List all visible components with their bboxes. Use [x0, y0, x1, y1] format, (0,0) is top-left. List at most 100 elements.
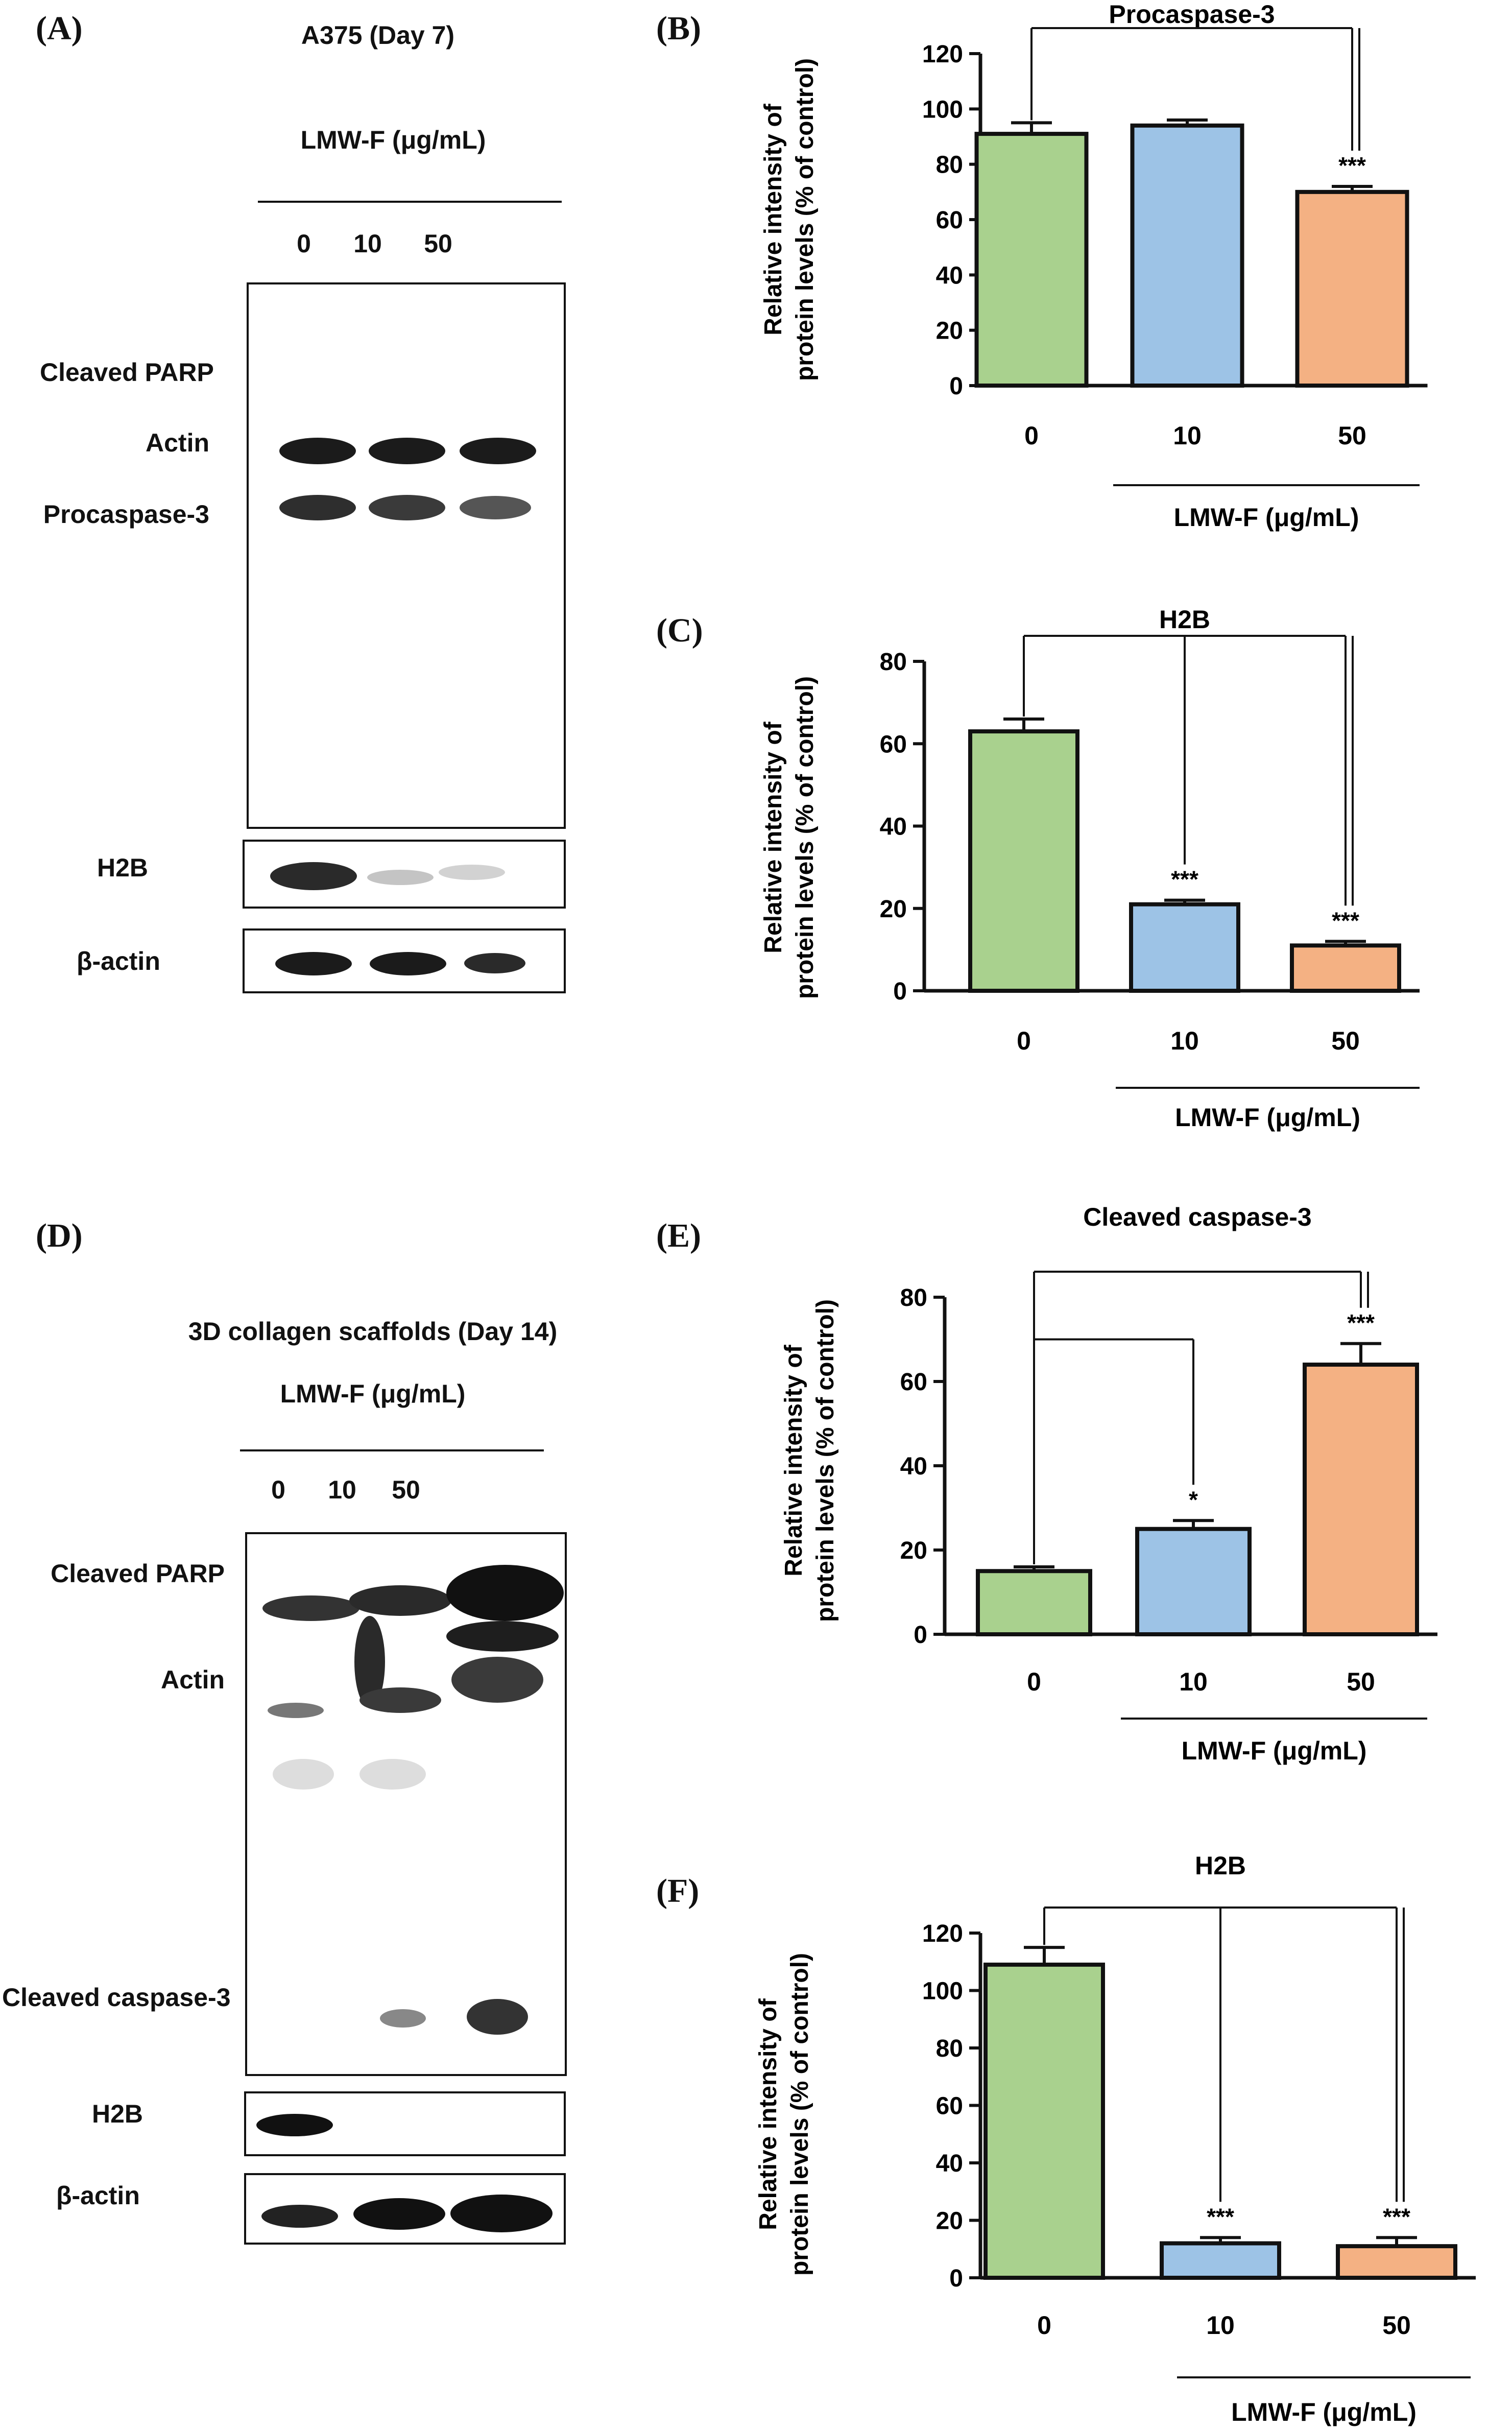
- blot-band: [460, 438, 536, 464]
- bar: [1130, 123, 1244, 388]
- panel-d-band-cleaved-parp: Cleaved PARP: [51, 1559, 225, 1588]
- panel-a-treatment-line: [258, 201, 562, 203]
- y-axis-label-line: Relative intensity of: [755, 1998, 782, 2230]
- chart-title: H2B: [1195, 1851, 1246, 1880]
- y-axis-label-line: Relative intensity of: [760, 721, 787, 953]
- x-tick-label: 10: [1206, 2311, 1235, 2340]
- significance-marker: ***: [1207, 2203, 1234, 2230]
- panel-d-band-actin: Actin: [161, 1665, 225, 1694]
- x-tick-label: 10: [1170, 1027, 1199, 1055]
- x-axis-label: LMW-F (μg/mL): [1231, 2398, 1417, 2426]
- panel-a-band-cleaved-parp: Cleaved PARP: [40, 358, 214, 387]
- blot-band: [467, 1999, 528, 2035]
- y-tick-label: 40: [900, 1453, 927, 1480]
- chart-procaspase-3: Procaspase-3 Relative intensity of protein…: [760, 0, 1428, 532]
- panel-a-lane-10: 10: [353, 229, 382, 258]
- blot-band: [460, 496, 531, 519]
- chart-h2b-a375: H2B Relative intensity of protein levels (…: [760, 605, 1420, 1132]
- bar: [983, 1962, 1105, 2280]
- y-tick-label: 120: [922, 1920, 963, 1947]
- panel-a-lane-50: 50: [424, 229, 452, 258]
- bar: [1336, 2244, 1457, 2280]
- y-axis-label-line: Relative intensity of: [780, 1344, 807, 1576]
- panel-d-main-blot: [245, 1532, 567, 2076]
- x-tick-label: 0: [1027, 1667, 1041, 1696]
- x-axis-label: LMW-F (μg/mL): [1175, 1103, 1360, 1132]
- y-tick-label: 80: [880, 649, 907, 676]
- panel-a-h2b-blot: [243, 840, 566, 909]
- panel-d-lane-10: 10: [328, 1475, 356, 1504]
- panel-d-treatment-label: LMW-F (μg/mL): [280, 1379, 466, 1408]
- panel-c-label: (C): [656, 612, 703, 649]
- bar: [968, 729, 1079, 993]
- panel-d-h2b-blot: [244, 2091, 566, 2156]
- y-tick-label: 20: [880, 896, 907, 923]
- blot-band: [359, 1687, 441, 1713]
- chart-title: Cleaved caspase-3: [1083, 1203, 1312, 1231]
- y-tick-label: 100: [922, 96, 963, 123]
- chart-cleaved-caspase-3: Cleaved caspase-3 Relative intensity of pr…: [780, 1203, 1437, 1765]
- x-tick-label: 50: [1338, 421, 1366, 450]
- y-axis-label: Relative intensity of protein levels (% o…: [760, 58, 819, 381]
- blot-band: [353, 2198, 445, 2230]
- bar: [1129, 902, 1240, 993]
- y-tick-label: 40: [936, 2150, 963, 2177]
- y-tick-label: 20: [936, 318, 963, 345]
- y-tick-label: 60: [936, 2093, 963, 2120]
- panel-a-h2b-label: H2B: [97, 853, 149, 882]
- panel-d-title: 3D collagen scaffolds (Day 14): [188, 1317, 558, 1346]
- panel-d-label: (D): [36, 1217, 83, 1254]
- x-tick-label: 10: [1179, 1667, 1208, 1696]
- panel-d-beta-actin-blot: [244, 2173, 566, 2245]
- y-axis-label: Relative intensity of protein levels (% o…: [755, 1953, 813, 2276]
- panel-a-band-actin: Actin: [146, 428, 209, 457]
- panel-e-label: (E): [656, 1217, 701, 1254]
- y-tick-label: 60: [936, 207, 963, 234]
- blot-band: [451, 1657, 543, 1703]
- y-axis-label-line: Relative intensity of: [760, 103, 787, 335]
- bar: [1295, 189, 1409, 388]
- y-axis-label: Relative intensity of protein levels (% o…: [780, 1299, 839, 1622]
- chart-title: H2B: [1159, 605, 1210, 634]
- y-tick-label: 60: [880, 731, 907, 758]
- blot-band: [464, 953, 525, 973]
- significance-marker: ***: [1338, 152, 1366, 179]
- bar: [974, 132, 1089, 388]
- panel-a-title: A375 (Day 7): [301, 21, 455, 50]
- bar: [976, 1569, 1092, 1636]
- blot-band: [279, 438, 356, 464]
- panel-f-label: (F): [656, 1872, 700, 1910]
- blot-band: [275, 952, 352, 975]
- y-tick-label: 0: [949, 373, 963, 400]
- y-tick-label: 0: [949, 2265, 963, 2292]
- blot-band: [270, 862, 357, 890]
- panel-d-lane-50: 50: [392, 1475, 420, 1504]
- panel-d-band-cleaved-caspase-3: Cleaved caspase-3: [2, 1983, 231, 2012]
- x-tick-label: 50: [1382, 2311, 1411, 2340]
- x-tick-label: 0: [1024, 421, 1039, 450]
- significance-marker: ***: [1383, 2203, 1410, 2230]
- panel-d-lane-0: 0: [271, 1475, 285, 1504]
- significance-marker: ***: [1171, 866, 1198, 893]
- significance-marker: ***: [1347, 1309, 1375, 1336]
- panel-a-label: (A): [36, 10, 83, 47]
- blot-band: [359, 1759, 426, 1790]
- panel-a-band-procaspase-3: Procaspase-3: [43, 500, 209, 529]
- y-tick-label: 40: [936, 262, 963, 289]
- panel-a-lane-0: 0: [297, 229, 311, 258]
- y-tick-label: 60: [900, 1369, 927, 1396]
- blot-band: [349, 1585, 451, 1616]
- x-axis-label: LMW-F (μg/mL): [1174, 503, 1359, 532]
- panel-a-beta-actin-label: β-actin: [77, 947, 160, 975]
- y-axis-label-line: protein levels (% of control): [791, 676, 819, 999]
- x-tick-label: 0: [1017, 1027, 1031, 1055]
- y-tick-label: 80: [936, 152, 963, 179]
- x-tick-label: 50: [1347, 1667, 1375, 1696]
- y-tick-label: 20: [936, 2208, 963, 2235]
- panel-d-h2b-label: H2B: [92, 2100, 143, 2128]
- y-axis-label-line: protein levels (% of control): [791, 58, 819, 381]
- panel-a-main-blot: [247, 282, 566, 829]
- bar: [1160, 2241, 1281, 2280]
- y-axis-label-line: protein levels (% of control): [786, 1953, 813, 2276]
- y-tick-label: 0: [914, 1622, 927, 1649]
